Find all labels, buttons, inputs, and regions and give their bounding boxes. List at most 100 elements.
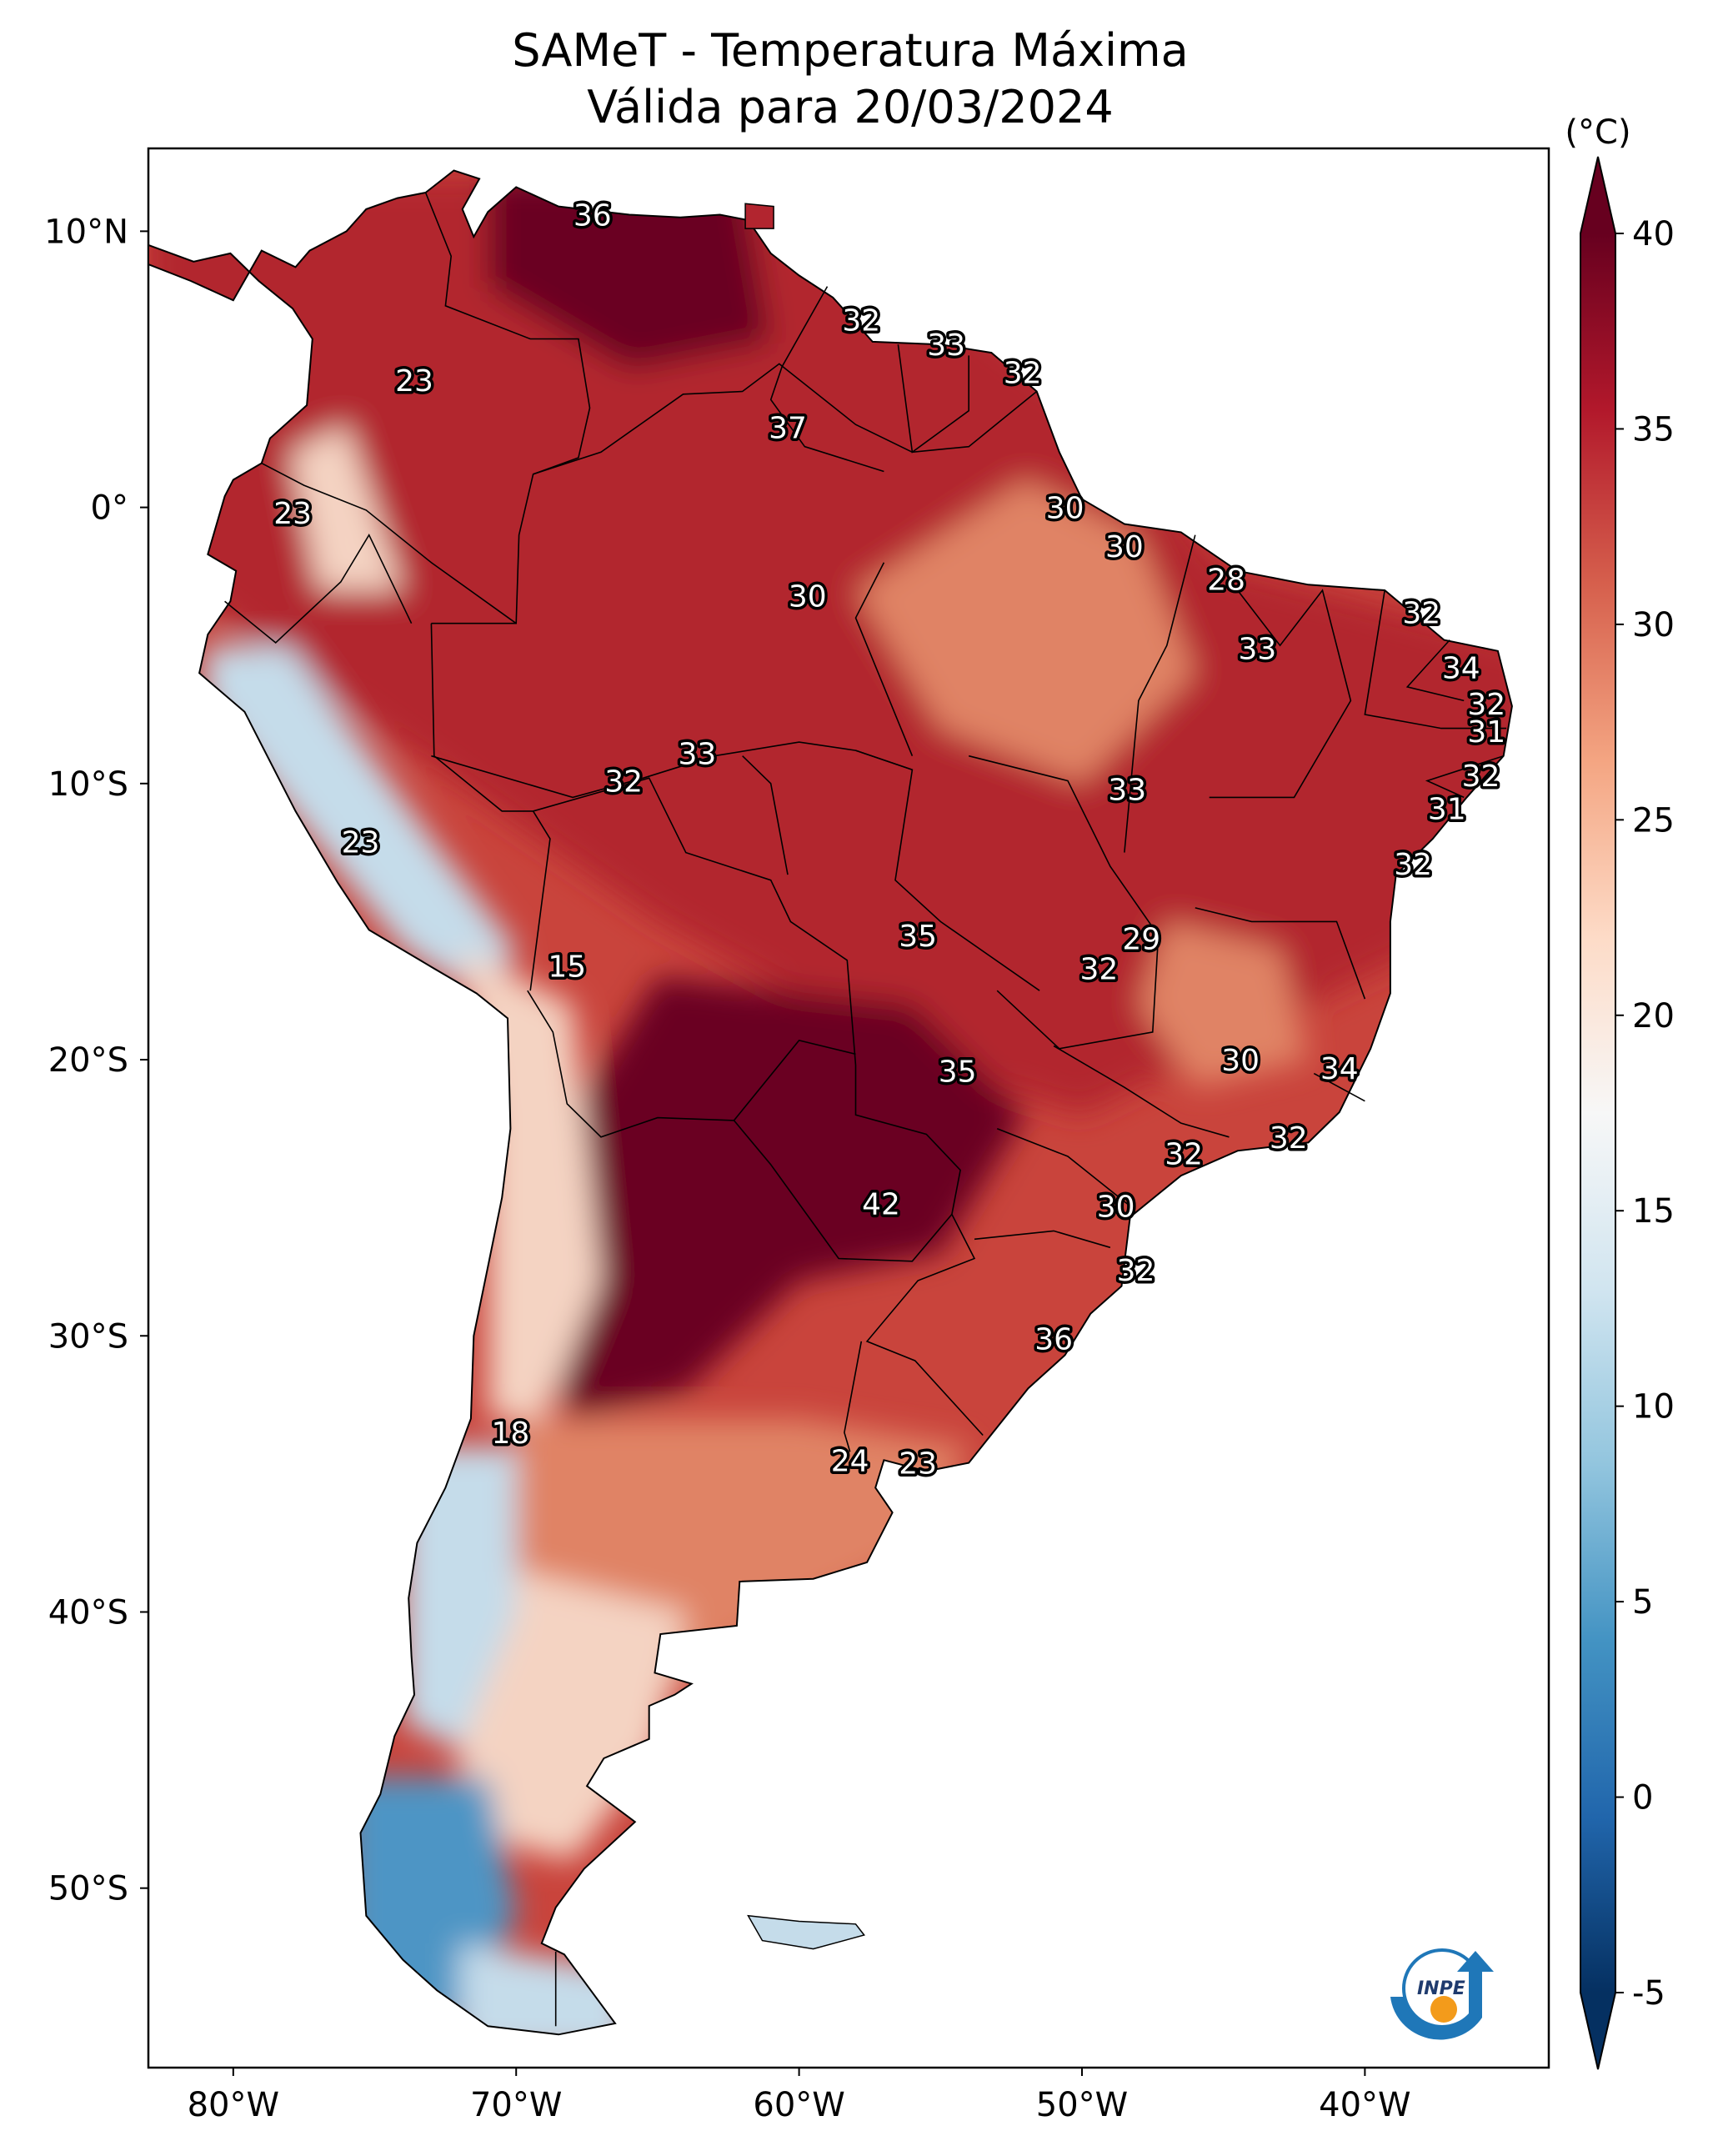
station-value-label: 36 — [1034, 1323, 1073, 1357]
map-title: SAMeT - Temperatura Máxima — [512, 24, 1189, 77]
border-line-25 — [844, 1341, 863, 1452]
lon-tick-label: 50°W — [1036, 2086, 1128, 2124]
station-value-label: 30 — [1221, 1044, 1260, 1078]
station-value-label: 36 — [573, 199, 612, 233]
station-value-label: 30 — [789, 580, 827, 614]
station-value-label: 35 — [899, 920, 937, 954]
logo-swoosh — [1390, 1951, 1494, 2040]
station-value-label: 30 — [1097, 1191, 1135, 1225]
country-state-borders — [224, 192, 1507, 2027]
station-value-label: 32 — [1004, 356, 1042, 390]
lat-tick-label: 20°S — [48, 1041, 128, 1080]
border-line-9 — [424, 192, 591, 475]
colorbar-tick-label: 15 — [1632, 1192, 1675, 1231]
temperature-field — [148, 170, 1512, 2035]
station-value-label: 33 — [678, 737, 716, 771]
map-subtitle: Válida para 20/03/2024 — [587, 81, 1114, 133]
lon-tick-label: 40°W — [1319, 2086, 1410, 2124]
colorbar-unit-label: (°C) — [1565, 113, 1630, 152]
station-value-label: 18 — [491, 1416, 529, 1451]
station-value-label: 34 — [1442, 652, 1480, 686]
station-value-label: 30 — [1105, 530, 1144, 564]
lat-tick-label: 30°S — [48, 1317, 128, 1356]
colorbar-tick-label: 40 — [1632, 215, 1675, 253]
inpe-logo: INPE — [1390, 1948, 1494, 2040]
station-value-label: 32 — [604, 765, 643, 800]
station-value-label: 31 — [1467, 715, 1505, 750]
station-value-label: 32 — [1467, 688, 1505, 722]
station-value-label: 37 — [769, 412, 807, 446]
temp-zone-10 — [403, 1446, 517, 1751]
station-value-label: 32 — [1394, 848, 1432, 882]
border-line-6 — [529, 810, 551, 991]
lon-tick-label: 80°W — [188, 2086, 279, 2124]
border-line-0 — [431, 363, 1038, 624]
colorbar: 40 35 30 25 20 15 10 5 0 -5 (°C) — [1565, 113, 1675, 2070]
station-value-label: 23 — [899, 1447, 937, 1482]
station-value-label: 33 — [1238, 633, 1276, 667]
falkland-islands — [747, 1914, 865, 1950]
station-value-label: 15 — [548, 950, 586, 984]
station-value-label: 33 — [927, 328, 965, 363]
border-line-18 — [1405, 639, 1465, 702]
lat-tick-label: 10°S — [48, 765, 128, 804]
border-line-24 — [974, 1230, 1111, 1249]
border-line-2 — [769, 286, 884, 473]
station-value-label: 23 — [273, 497, 312, 531]
border-line-8 — [261, 462, 517, 624]
station-value-label: 24 — [831, 1444, 869, 1478]
border-line-12 — [855, 750, 1040, 991]
longitude-axis: 80°W 70°W 60°W 50°W 40°W — [188, 2068, 1411, 2124]
station-value-label: 23 — [395, 364, 433, 399]
station-value-label: 32 — [1165, 1138, 1203, 1172]
colorbar-extend-min — [1580, 1993, 1615, 2069]
border-line-17 — [1364, 589, 1507, 730]
colorbar-tick-label: 10 — [1632, 1388, 1675, 1426]
border-line-4 — [527, 990, 856, 1138]
lat-tick-label: 50°S — [48, 1870, 128, 1908]
border-line-15 — [1124, 534, 1196, 853]
colorbar-tick-label: 35 — [1632, 410, 1675, 449]
logo-text: INPE — [1417, 1978, 1465, 1999]
temp-zone-0 — [148, 176, 1512, 1116]
station-value-label: 35 — [939, 1055, 977, 1089]
temp-zone-4 — [1138, 921, 1309, 1088]
station-value-label: 32 — [1462, 760, 1500, 794]
border-line-1 — [897, 344, 969, 454]
border-line-5 — [733, 1120, 953, 1262]
logo-sun — [1430, 1996, 1457, 2023]
continent-coastline — [148, 169, 1513, 2036]
station-value-label: 32 — [842, 303, 880, 338]
border-line-19 — [1425, 755, 1504, 799]
station-value-label: 32 — [1079, 953, 1118, 987]
station-value-label: 32 — [1117, 1254, 1155, 1288]
colorbar-tick-label: -5 — [1632, 1974, 1665, 2013]
colorbar-tick-label: 20 — [1632, 997, 1675, 1035]
border-line-11 — [742, 755, 789, 875]
border-line-16 — [1209, 589, 1352, 799]
station-value-label: 32 — [1402, 597, 1440, 631]
temp-zone-1 — [488, 176, 771, 369]
colorbar-tick-label: 25 — [1632, 801, 1675, 840]
temp-zone-9 — [289, 424, 403, 590]
colorbar-tick-label: 5 — [1632, 1583, 1653, 1622]
border-line-21 — [1053, 1045, 1230, 1138]
border-line-23 — [996, 1128, 1131, 1207]
station-value-label: 31 — [1428, 793, 1466, 827]
colorbar-tick-label: 30 — [1632, 606, 1675, 644]
temp-zone-3 — [855, 479, 1195, 784]
station-value-label: 30 — [1046, 492, 1084, 526]
lat-tick-label: 10°N — [44, 213, 128, 251]
station-value-label: 32 — [1270, 1121, 1308, 1156]
temp-zone-2 — [516, 976, 1026, 1419]
lat-tick-label: 0° — [91, 489, 128, 528]
station-value-label: 42 — [862, 1187, 900, 1221]
border-line-20 — [1195, 907, 1366, 1000]
colorbar-gradient — [1580, 233, 1615, 1993]
border-line-22 — [1313, 1072, 1365, 1102]
lon-tick-label: 60°W — [753, 2086, 844, 2124]
trinidad-island — [744, 203, 774, 229]
border-line-7 — [224, 534, 413, 644]
